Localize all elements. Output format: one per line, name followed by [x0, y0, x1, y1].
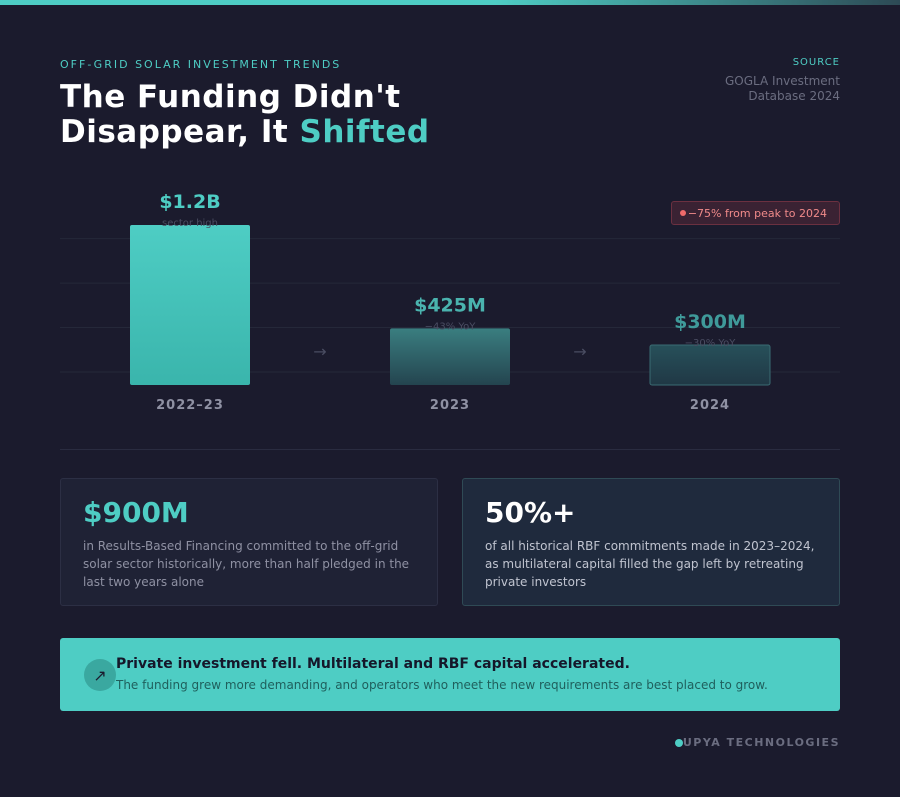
funding-bar-chart: $1.2B sector high 2022–23 $425M −43% YoY 2023…	[60, 165, 840, 425]
category-label: 2023	[430, 398, 470, 413]
value-label: $1.2B	[159, 191, 220, 213]
trend-up-icon: ↗	[84, 659, 116, 691]
arrow-icon: →	[313, 342, 326, 361]
category-label: 2024	[690, 398, 730, 413]
badge-dot-icon	[679, 210, 686, 216]
eyebrow-label: OFF-GRID SOLAR INVESTMENT TRENDS	[60, 58, 342, 71]
banner-subtext: The funding grew more demanding, and ope…	[116, 678, 768, 692]
source-label: SOURCE	[792, 57, 840, 68]
stat-card-rbf-total: $900M in Results-Based Financing committ…	[60, 478, 438, 606]
banner-headline: Private investment fell. Multilateral an…	[116, 656, 630, 672]
value-label: $425M	[414, 294, 486, 316]
stat-value: 50%+	[485, 496, 576, 529]
value-label: $300M	[674, 311, 746, 333]
key-takeaway-banner: ↗ Private investment fell. Multilateral …	[60, 638, 840, 711]
decline-badge: −75% from peak to 2024	[670, 201, 840, 225]
title-line-2: Disappear, It	[60, 114, 300, 150]
sub-label: sector high	[162, 218, 218, 229]
brand-footer: UPYA TECHNOLOGIES	[674, 736, 840, 749]
sub-label: −30% YoY	[685, 338, 737, 349]
chart-svg: $1.2B sector high 2022–23 $425M −43% YoY 2023…	[60, 191, 840, 413]
bar-2024	[649, 344, 771, 386]
stat-description: of all historical RBF commitments made i…	[485, 539, 815, 589]
arrow-icon: →	[573, 342, 586, 361]
sub-label: −43% YoY	[425, 321, 477, 332]
badge-text: −75% from peak to 2024	[687, 206, 827, 220]
stat-card-rbf-share: 50%+ of all historical RBF commitments m…	[462, 478, 840, 606]
top-accent-bar	[0, 0, 900, 5]
title-accent: Shifted	[299, 114, 430, 150]
bar-2023	[390, 328, 510, 385]
title-line-1: The Funding Didn't	[60, 79, 401, 115]
stat-description: in Results-Based Financing committed to …	[83, 539, 410, 589]
stat-value: $900M	[83, 496, 189, 529]
category-label: 2022–23	[156, 398, 224, 413]
brand-name: UPYA TECHNOLOGIES	[682, 736, 840, 749]
bar-2022–23	[130, 225, 250, 385]
brand-dot-icon	[674, 738, 683, 747]
page-title: The Funding Didn't Disappear, It Shifted	[60, 80, 430, 150]
section-divider	[60, 449, 840, 450]
source-text: GOGLA Investment Database 2024	[725, 74, 840, 103]
